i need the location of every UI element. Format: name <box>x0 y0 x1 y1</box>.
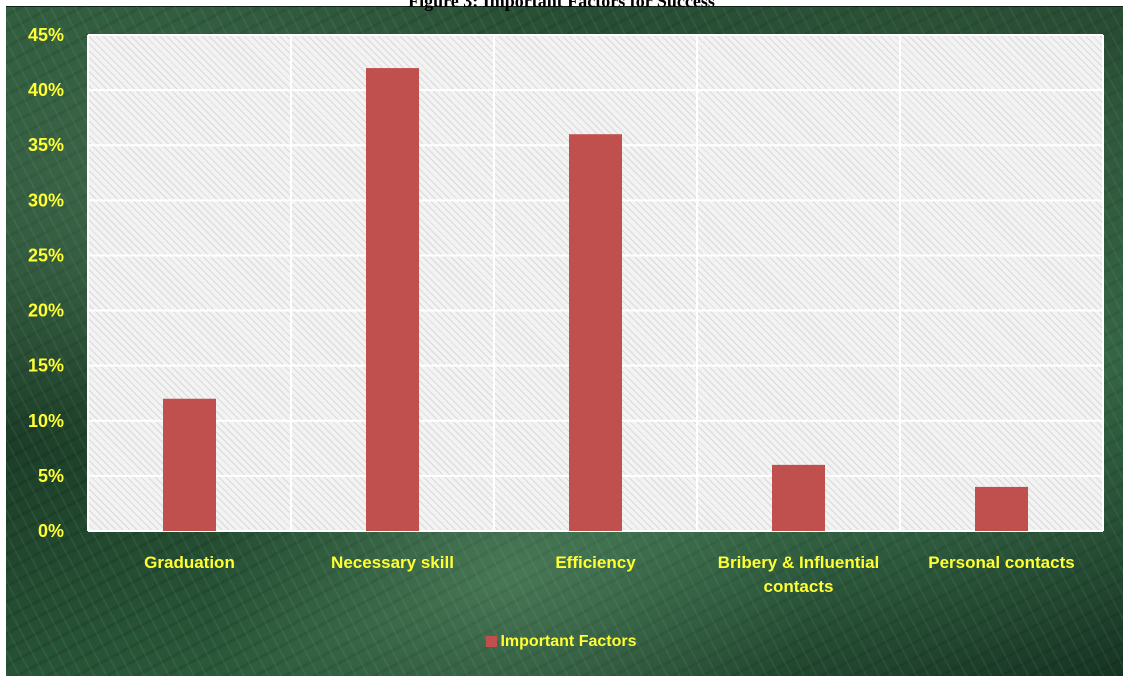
x-tick-label: Efficiency <box>555 553 636 572</box>
bar-personal-contacts <box>975 486 1028 531</box>
bar-efficiency <box>569 134 622 531</box>
bar-bribery-influential-contacts <box>772 464 825 531</box>
y-tick-label: 30% <box>28 190 64 210</box>
x-tick-label-line: Bribery & Influential <box>718 553 880 572</box>
x-tick-label-line: Graduation <box>144 553 235 572</box>
x-tick-label-line: contacts <box>764 577 834 596</box>
y-tick-label: 45% <box>28 25 64 45</box>
x-tick-label: Graduation <box>144 553 235 572</box>
x-tick-label-line: Necessary skill <box>331 553 454 572</box>
y-tick-label: 5% <box>38 466 64 486</box>
y-tick-label: 15% <box>28 356 64 376</box>
x-tick-label: Necessary skill <box>331 553 454 572</box>
x-axis-ticks: Graduation Necessary skill Efficiency Bribe… <box>144 553 1075 596</box>
legend-label: Important Factors <box>500 633 637 650</box>
bars <box>163 68 1028 532</box>
x-tick-label: Bribery & Influential contacts <box>718 553 880 596</box>
chart-title: Figure 3: Important Factors for Success <box>408 0 715 11</box>
y-tick-label: 35% <box>28 135 64 155</box>
y-tick-label: 20% <box>28 301 64 321</box>
x-tick-label-line: Personal contacts <box>928 553 1074 572</box>
y-axis-ticks: 0% 5% 10% 15% 20% 25% 30% 35% 40% 45% <box>28 25 64 541</box>
x-tick-label-line: Efficiency <box>555 553 636 572</box>
y-tick-label: 0% <box>38 521 64 541</box>
y-tick-label: 40% <box>28 80 64 100</box>
y-tick-label: 25% <box>28 245 64 265</box>
y-tick-label: 10% <box>28 411 64 431</box>
legend: Important Factors <box>0 633 1123 651</box>
bar-necessary-skill <box>366 68 419 532</box>
x-tick-label: Personal contacts <box>928 553 1074 572</box>
legend-swatch <box>486 636 498 647</box>
bar-graduation <box>163 398 216 531</box>
